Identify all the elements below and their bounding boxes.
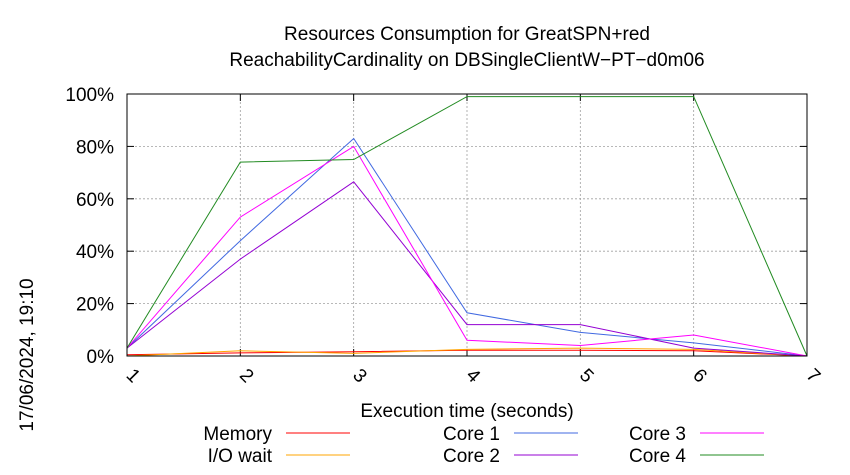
legend-label-i-o-wait: I/O wait xyxy=(208,446,273,467)
series-line-i-o-wait xyxy=(126,347,808,357)
x-tick-label: 1 xyxy=(122,365,144,387)
y-tick-label: 80% xyxy=(76,137,114,158)
x-tick-label: 5 xyxy=(575,365,597,387)
series-line-core-2 xyxy=(126,181,808,357)
grid xyxy=(126,93,808,357)
series-line-memory xyxy=(126,349,808,357)
y-axis-ticks: 0% 20% 40% 60% 80% 100% xyxy=(65,85,807,368)
chart-title-line-2: ReachabilityCardinality on DBSingleClien… xyxy=(229,50,704,71)
legend-label-core-4: Core 4 xyxy=(629,446,686,467)
x-tick-label: 2 xyxy=(235,365,257,387)
legend-label-core-2: Core 2 xyxy=(443,446,500,467)
y-tick-label: 20% xyxy=(76,295,114,316)
x-tick-label: 4 xyxy=(462,365,485,388)
legend-label-core-1: Core 1 xyxy=(443,424,500,445)
plot-frame xyxy=(126,93,808,357)
series-line-core-4 xyxy=(126,96,808,357)
y-tick-label: 40% xyxy=(76,242,114,263)
series-lines xyxy=(126,96,808,357)
series-line-core-1 xyxy=(126,137,808,357)
timestamp-label: 17/06/2024, 19:10 xyxy=(17,278,38,431)
chart-title-line-1: Resources Consumption for GreatSPN+red xyxy=(284,24,650,45)
y-tick-label: 100% xyxy=(65,85,114,106)
legend-label-core-3: Core 3 xyxy=(629,424,686,445)
series-line-core-3 xyxy=(126,145,808,357)
y-tick-label: 60% xyxy=(76,190,114,211)
x-tick-label: 7 xyxy=(802,365,824,387)
y-tick-label: 0% xyxy=(87,347,115,368)
x-tick-label: 3 xyxy=(348,365,370,387)
x-axis-label: Execution time (seconds) xyxy=(360,401,573,422)
x-tick-label: 6 xyxy=(688,365,710,387)
legend-label-memory: Memory xyxy=(203,424,272,445)
x-axis-ticks: 1 2 3 4 5 6 7 xyxy=(122,94,824,388)
